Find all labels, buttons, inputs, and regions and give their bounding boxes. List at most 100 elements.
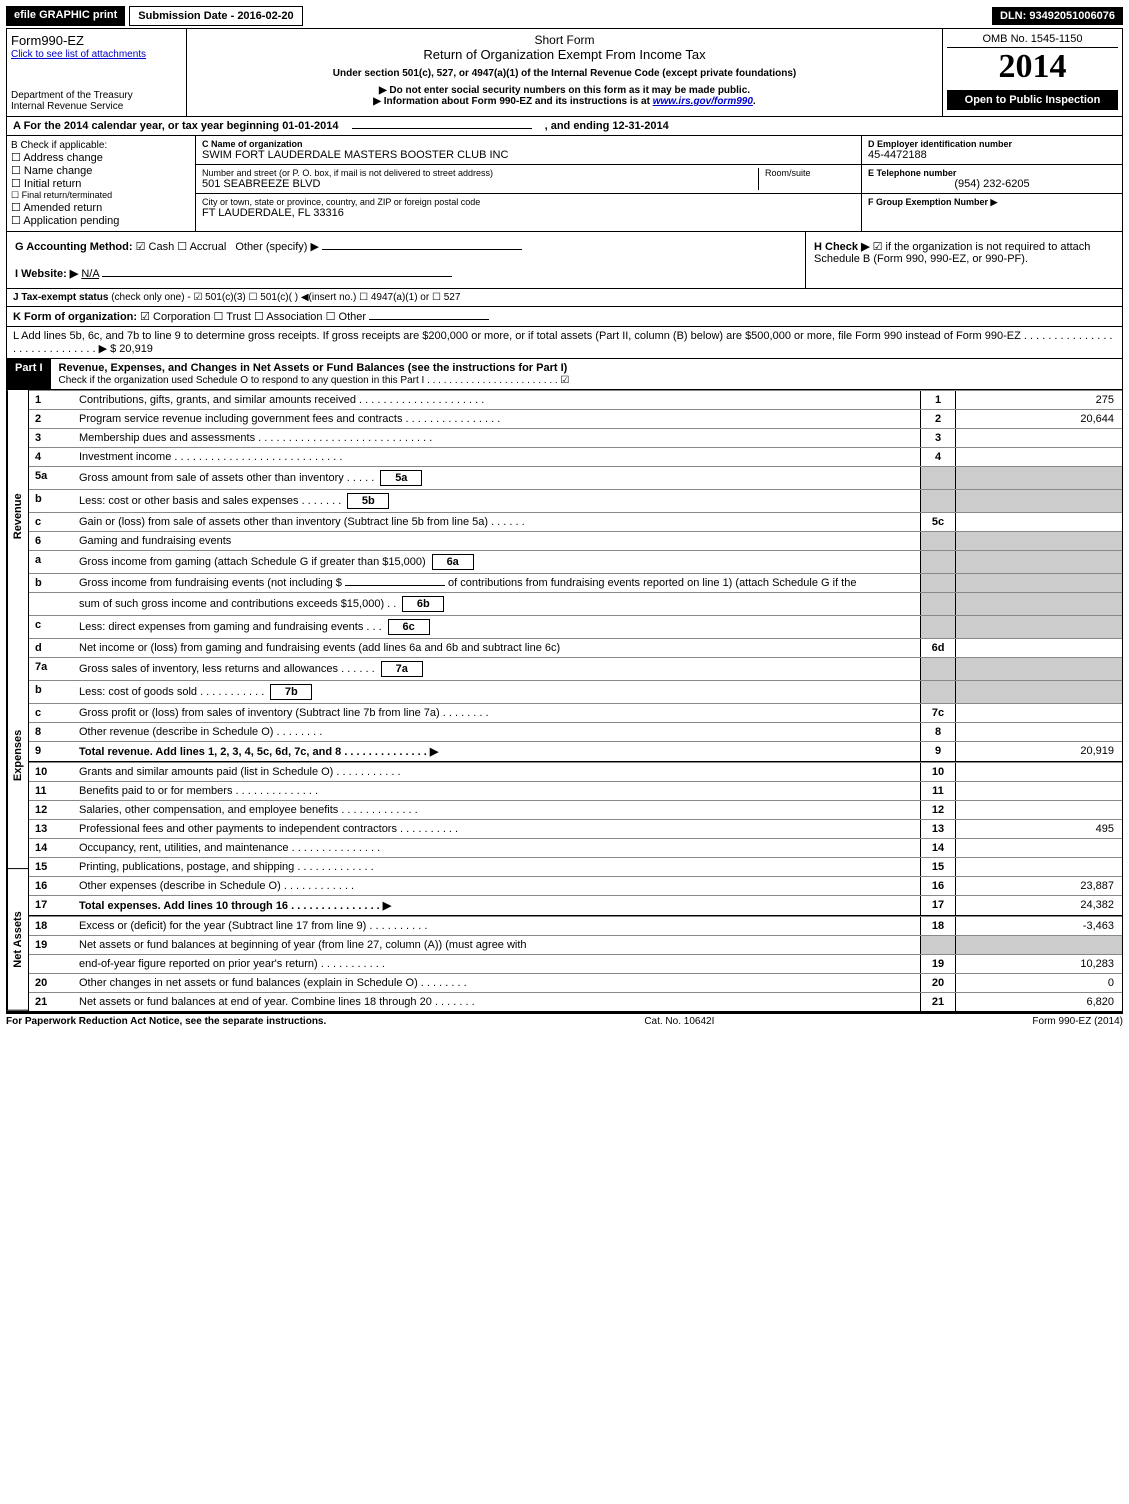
- ln6-desc: Gaming and fundraising events: [75, 532, 920, 550]
- form-title: Return of Organization Exempt From Incom…: [191, 47, 938, 62]
- ln7c-num: c: [29, 704, 75, 722]
- ln6-num: 6: [29, 532, 75, 550]
- section-gh: G Accounting Method: ☑ Cash ☐ Accrual Ot…: [6, 232, 1123, 289]
- side-expenses: Expenses: [7, 643, 28, 869]
- ln5a-box: [920, 467, 956, 489]
- ln19b-val: 10,283: [956, 955, 1122, 973]
- ln21-val: 6,820: [956, 993, 1122, 1011]
- line-j: J Tax-exempt status (check only one) - ☑…: [6, 289, 1123, 307]
- cb-final-return[interactable]: ☐ Final return/terminated: [11, 190, 191, 201]
- ln18-val: -3,463: [956, 917, 1122, 935]
- ln18-box: 18: [920, 917, 956, 935]
- irs-label: Internal Revenue Service: [11, 101, 182, 112]
- ln6c-minibox: 6c: [388, 619, 430, 635]
- ln15-num: 15: [29, 858, 75, 876]
- g-cash[interactable]: ☑ Cash: [136, 241, 175, 253]
- ln13-desc: Professional fees and other payments to …: [75, 820, 920, 838]
- part1-table: Revenue Expenses Net Assets 1Contributio…: [6, 390, 1123, 1012]
- ln7c-val: [956, 704, 1122, 722]
- ln6b2-minibox: 6b: [402, 596, 444, 612]
- ln13-val: 495: [956, 820, 1122, 838]
- ln5c-box: 5c: [920, 513, 956, 531]
- cb-amended-return[interactable]: ☐ Amended return: [11, 201, 191, 214]
- ln1-desc: Contributions, gifts, grants, and simila…: [75, 391, 920, 409]
- ln6c-num: c: [29, 616, 75, 638]
- h-label: H Check ▶: [814, 241, 870, 253]
- c-street-label: Number and street (or P. O. box, if mail…: [202, 168, 758, 178]
- part1-header-row: Part I Revenue, Expenses, and Changes in…: [6, 359, 1123, 390]
- submission-date: Submission Date - 2016-02-20: [129, 6, 302, 26]
- cb-name-change[interactable]: ☐ Name change: [11, 164, 191, 177]
- ln7b-desc: Less: cost of goods sold . . . . . . . .…: [75, 681, 920, 703]
- line-a: A For the 2014 calendar year, or tax yea…: [6, 117, 1123, 136]
- cb-application-pending[interactable]: ☐ Application pending: [11, 214, 191, 227]
- ln7c-desc: Gross profit or (loss) from sales of inv…: [75, 704, 920, 722]
- ln14-desc: Occupancy, rent, utilities, and maintena…: [75, 839, 920, 857]
- ln19-num: 19: [29, 936, 75, 954]
- dept-treasury: Department of the Treasury: [11, 90, 182, 101]
- c-name-value: SWIM FORT LAUDERDALE MASTERS BOOSTER CLU…: [202, 149, 855, 161]
- line-b-label: B Check if applicable:: [11, 140, 191, 151]
- ln19b-num: [29, 955, 75, 973]
- line-k: K Form of organization: ☑ Corporation ☐ …: [6, 307, 1123, 327]
- j-label: J Tax-exempt status: [13, 292, 108, 303]
- cb-initial-return[interactable]: ☐ Initial return: [11, 177, 191, 190]
- ln5b-val: [956, 490, 1122, 512]
- ln5c-num: c: [29, 513, 75, 531]
- line-a-begin: A For the 2014 calendar year, or tax yea…: [13, 120, 338, 132]
- ln5a-minibox: 5a: [380, 470, 422, 486]
- ln6b2-box: [920, 593, 956, 615]
- ln5a-num: 5a: [29, 467, 75, 489]
- ln5c-desc: Gain or (loss) from sale of assets other…: [75, 513, 920, 531]
- ln1-num: 1: [29, 391, 75, 409]
- ln6c-desc: Less: direct expenses from gaming and fu…: [75, 616, 920, 638]
- c-city-value: FT LAUDERDALE, FL 33316: [202, 207, 855, 219]
- ln20-val: 0: [956, 974, 1122, 992]
- ln8-val: [956, 723, 1122, 741]
- ln3-val: [956, 429, 1122, 447]
- ln6b-box: [920, 574, 956, 592]
- do-not-ssn: ▶ Do not enter social security numbers o…: [191, 85, 938, 96]
- ln15-box: 15: [920, 858, 956, 876]
- ln10-val: [956, 763, 1122, 781]
- ln21-desc: Net assets or fund balances at end of ye…: [75, 993, 920, 1011]
- short-form-label: Short Form: [191, 33, 938, 47]
- ln6d-desc: Net income or (loss) from gaming and fun…: [75, 639, 920, 657]
- ln10-desc: Grants and similar amounts paid (list in…: [75, 763, 920, 781]
- ln5b-box: [920, 490, 956, 512]
- ln6d-num: d: [29, 639, 75, 657]
- g-label: G Accounting Method:: [15, 241, 133, 253]
- e-label: E Telephone number: [868, 168, 1116, 178]
- footer-mid: Cat. No. 10642I: [644, 1016, 714, 1027]
- ln6a-num: a: [29, 551, 75, 573]
- ln6a-val: [956, 551, 1122, 573]
- j-text: (check only one) - ☑ 501(c)(3) ☐ 501(c)(…: [111, 292, 460, 303]
- ln5a-val: [956, 467, 1122, 489]
- ln2-num: 2: [29, 410, 75, 428]
- ln16-box: 16: [920, 877, 956, 895]
- g-accrual[interactable]: ☐ Accrual: [177, 241, 226, 253]
- ln7a-desc: Gross sales of inventory, less returns a…: [75, 658, 920, 680]
- c-name-label: C Name of organization: [202, 139, 855, 149]
- ln7c-box: 7c: [920, 704, 956, 722]
- ln6a-minibox: 6a: [432, 554, 474, 570]
- info-link[interactable]: www.irs.gov/form990: [653, 96, 753, 107]
- ln19-box: [920, 936, 956, 954]
- ln12-box: 12: [920, 801, 956, 819]
- h-checkbox[interactable]: ☑: [873, 241, 886, 253]
- ln8-box: 8: [920, 723, 956, 741]
- ln16-val: 23,887: [956, 877, 1122, 895]
- ln20-num: 20: [29, 974, 75, 992]
- ln11-val: [956, 782, 1122, 800]
- ln2-val: 20,644: [956, 410, 1122, 428]
- ln9-box: 9: [920, 742, 956, 761]
- cb-address-change[interactable]: ☐ Address change: [11, 151, 191, 164]
- ln6c-box: [920, 616, 956, 638]
- ln10-num: 10: [29, 763, 75, 781]
- attachments-link[interactable]: Click to see list of attachments: [11, 49, 146, 60]
- ln3-box: 3: [920, 429, 956, 447]
- ln6c-val: [956, 616, 1122, 638]
- footer-right: Form 990-EZ (2014): [1032, 1016, 1123, 1027]
- ln18-desc: Excess or (deficit) for the year (Subtra…: [75, 917, 920, 935]
- under-section: Under section 501(c), 527, or 4947(a)(1)…: [191, 68, 938, 79]
